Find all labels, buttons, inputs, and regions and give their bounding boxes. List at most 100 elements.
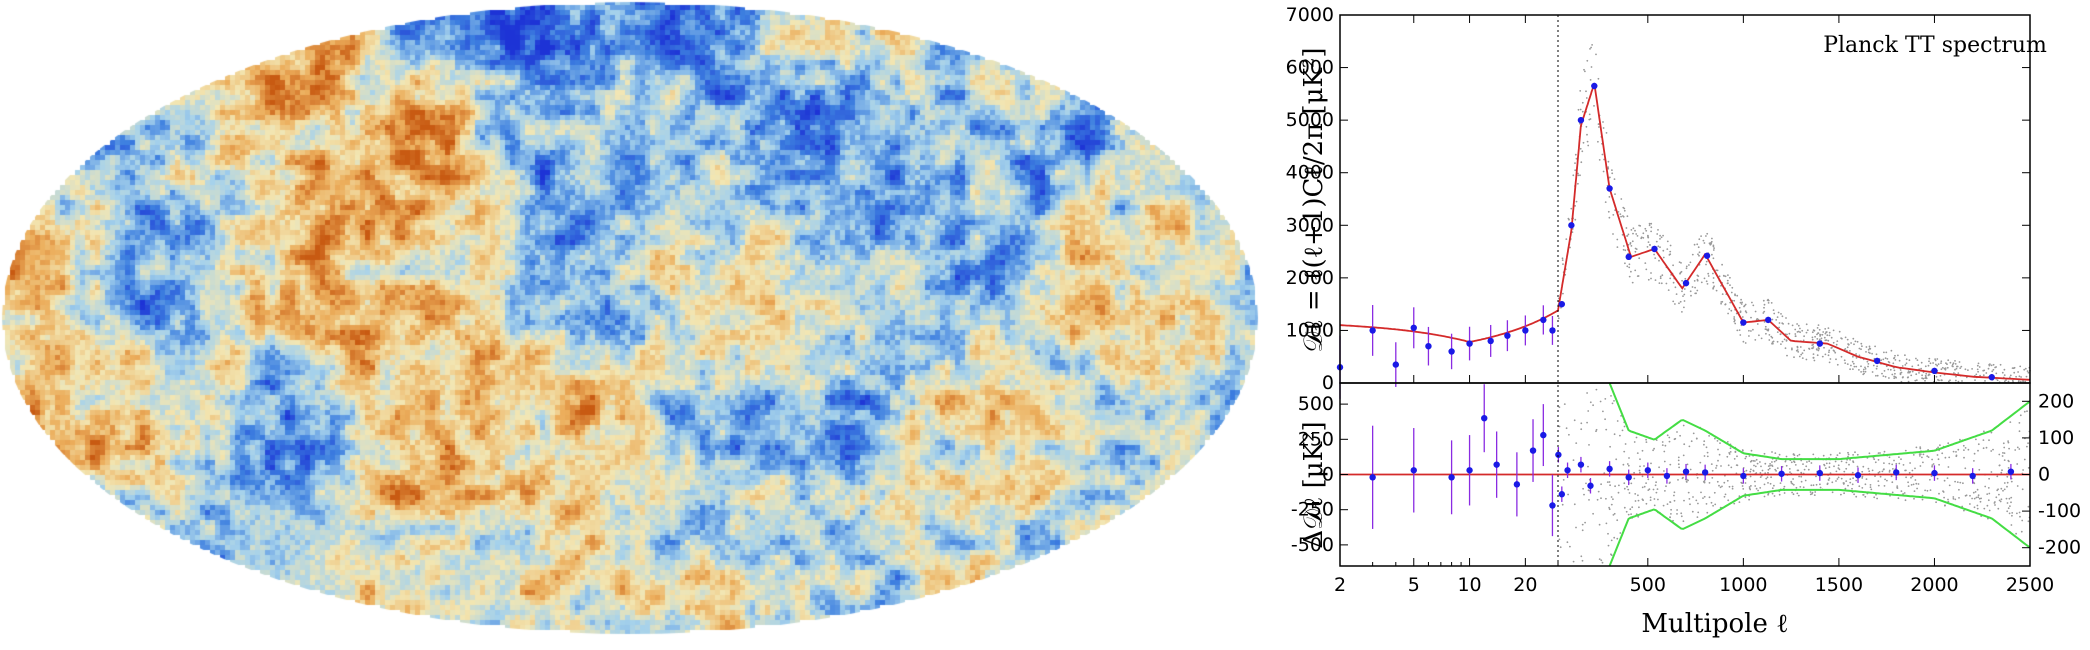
residual-scatter-point	[1888, 469, 1891, 472]
scatter-point	[1684, 277, 1687, 280]
scatter-point	[1944, 368, 1947, 371]
scatter-point	[2001, 371, 2004, 374]
residual-scatter-point	[1696, 516, 1699, 518]
scatter-point	[1959, 367, 1962, 369]
residual-scatter-point	[1776, 467, 1779, 469]
residual-point	[1564, 467, 1571, 474]
scatter-point	[1864, 370, 1867, 373]
residual-scatter-point	[1759, 461, 1761, 463]
scatter-point	[1589, 118, 1592, 120]
residual-scatter-point	[2003, 459, 2006, 461]
residual-scatter-point	[1763, 452, 1766, 455]
scatter-point	[1657, 245, 1660, 248]
residual-scatter-point	[1669, 481, 1671, 484]
residual-scatter-point	[1948, 484, 1951, 487]
residual-scatter-point	[1976, 504, 1979, 507]
scatter-point	[1586, 59, 1589, 62]
scatter-point	[1825, 339, 1828, 341]
residual-scatter-point	[2016, 463, 2019, 465]
residual-scatter-point	[2003, 452, 2006, 454]
scatter-point	[1607, 167, 1610, 170]
scatter-point	[1932, 362, 1934, 364]
residual-scatter-point	[1927, 456, 1930, 458]
residual-scatter-point	[1763, 495, 1766, 498]
scatter-point	[1823, 346, 1825, 349]
residual-scatter-point	[1919, 455, 1921, 457]
scatter-point	[1886, 358, 1889, 360]
residual-scatter-point	[1827, 479, 1830, 481]
residual-scatter-point	[1845, 461, 1848, 464]
residual-scatter-point	[1678, 466, 1680, 469]
scatter-point	[1762, 312, 1765, 314]
scatter-point	[1574, 205, 1576, 207]
residual-scatter-point	[1845, 467, 1848, 470]
scatter-point	[1648, 244, 1651, 246]
residual-scatter-point	[1748, 486, 1751, 488]
residual-scatter-point	[1733, 502, 1736, 505]
data-point	[1765, 316, 1772, 324]
residual-scatter-point	[1710, 501, 1713, 504]
scatter-point	[1947, 380, 1950, 383]
scatter-point	[1827, 354, 1830, 357]
scatter-point	[1562, 292, 1564, 295]
scatter-point	[1738, 329, 1741, 331]
scatter-point	[1597, 77, 1600, 80]
residual-scatter-point	[1775, 470, 1777, 472]
data-point	[1558, 300, 1566, 308]
scatter-point	[2013, 371, 2016, 374]
residual-scatter-point	[1988, 509, 1991, 512]
residual-scatter-point	[1587, 410, 1590, 412]
scatter-point	[1852, 362, 1855, 365]
residual-scatter-point	[1683, 443, 1686, 446]
scatter-point	[1899, 372, 1902, 374]
residual-scatter-point	[1877, 484, 1880, 487]
residual-scatter-point	[1583, 493, 1585, 496]
residual-scatter-point	[1719, 486, 1722, 489]
residual-scatter-point	[1904, 449, 1907, 452]
scatter-point	[1949, 361, 1952, 364]
scatter-point	[1613, 178, 1616, 181]
residual-scatter-point	[1919, 453, 1922, 455]
residual-scatter-point	[1670, 513, 1672, 515]
residual-scatter-point	[1987, 499, 1990, 502]
scatter-point	[1602, 170, 1605, 173]
residual-scatter-point	[1877, 459, 1880, 461]
residual-scatter-point	[1823, 464, 1826, 467]
scatter-point	[1601, 153, 1604, 156]
residual-scatter-point	[1609, 445, 1611, 448]
residual-scatter-point	[1616, 420, 1619, 422]
residual-scatter-point	[1973, 497, 1976, 500]
scatter-point	[2024, 367, 2027, 370]
scatter-point	[1865, 351, 1867, 353]
residual-scatter-point	[1858, 485, 1861, 488]
residual-scatter-point	[1703, 440, 1706, 443]
residual-scatter-point	[1682, 424, 1685, 427]
scatter-point	[1788, 332, 1791, 335]
residual-scatter-point	[1773, 484, 1775, 487]
residual-scatter-point	[1988, 477, 1990, 480]
residual-point	[1701, 469, 1709, 476]
scatter-point	[1922, 377, 1925, 380]
residual-point	[1513, 481, 1521, 488]
residual-scatter-point	[2000, 487, 2003, 490]
scatter-point	[1597, 140, 1599, 143]
residual-scatter-point	[1692, 496, 1694, 498]
scatter-point	[1795, 349, 1798, 352]
scatter-point	[1851, 360, 1854, 363]
residual-scatter-point	[1980, 497, 1982, 500]
residual-scatter-point	[1937, 446, 1939, 449]
residual-scatter-point	[1792, 483, 1795, 486]
scatter-point	[1727, 274, 1729, 276]
residual-scatter-point	[1604, 418, 1606, 421]
residual-scatter-point	[1572, 459, 1575, 461]
residual-scatter-point	[1754, 485, 1757, 487]
residual-scatter-point	[1581, 523, 1584, 526]
scatter-point	[1840, 337, 1842, 339]
scatter-point	[1691, 286, 1694, 288]
residual-scatter-point	[1613, 400, 1615, 402]
residual-scatter-point	[1752, 460, 1755, 462]
residual-scatter-point	[1749, 475, 1752, 478]
residual-scatter-point	[1627, 488, 1630, 491]
residual-scatter-point	[1792, 453, 1795, 456]
residual-scatter-point	[2018, 511, 2021, 514]
